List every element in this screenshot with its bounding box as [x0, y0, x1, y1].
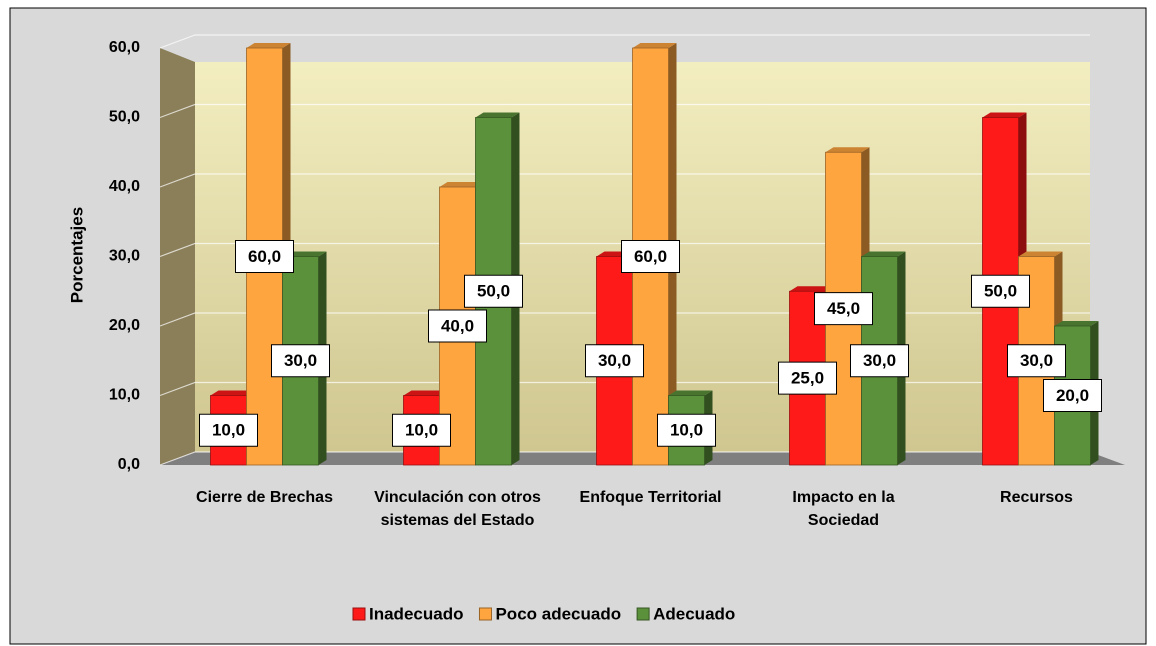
y-tick-label: 40,0 [109, 178, 140, 195]
legend-swatch [352, 607, 366, 621]
data-label-box [778, 361, 837, 395]
grid-line [159, 103, 1090, 119]
bar-top [789, 286, 834, 292]
y-tick-label: 10,0 [109, 387, 140, 404]
data-label-box [1007, 344, 1066, 378]
x-tick-label: Cierre de Brechas [196, 489, 333, 506]
grid-line [159, 173, 1090, 188]
data-label-box [271, 344, 330, 378]
data-label: 30,0 [598, 351, 631, 370]
data-label: 10,0 [405, 421, 438, 440]
grid-line [159, 242, 1090, 258]
legend-swatch [636, 607, 650, 621]
bar-top [632, 43, 677, 48]
data-label: 50,0 [477, 282, 510, 301]
data-label: 25,0 [791, 369, 824, 388]
legend-swatch [478, 607, 492, 621]
data-label: 30,0 [284, 351, 317, 370]
bar-top [825, 147, 870, 153]
data-label: 20,0 [1056, 386, 1089, 405]
legend-label: Inadecuado [369, 604, 463, 623]
data-label: 10,0 [670, 421, 703, 440]
bar-top [475, 112, 520, 118]
data-label: 60,0 [634, 247, 667, 266]
side-wall [160, 48, 195, 465]
bar-top [210, 390, 255, 396]
data-label-box [199, 413, 258, 447]
x-tick-label: Enfoque Territorial [579, 489, 722, 506]
data-label-box [1043, 379, 1102, 412]
data-label-box [392, 413, 451, 447]
data-label: 30,0 [1020, 351, 1053, 370]
data-label: 40,0 [441, 316, 474, 335]
data-label-box [850, 344, 909, 378]
y-tick-label: 50,0 [109, 109, 140, 126]
data-label: 10,0 [212, 421, 245, 440]
data-label-box [971, 274, 1030, 308]
data-label-box [585, 344, 644, 378]
data-label-box [814, 292, 873, 326]
bar-top [1054, 321, 1099, 326]
data-label-box [621, 240, 680, 273]
x-tick-label: Impacto en la Sociedad [792, 489, 895, 529]
y-tick-label: 20,0 [109, 317, 140, 334]
data-label: 50,0 [984, 282, 1017, 301]
bar-top [861, 251, 906, 257]
legend-label: Poco adecuado [495, 604, 621, 623]
legend-label: Adecuado [653, 604, 735, 623]
data-label: 30,0 [863, 351, 896, 370]
bar-top [1018, 251, 1063, 257]
data-label-box [428, 309, 487, 343]
data-label-box [235, 240, 294, 273]
bar-top [668, 390, 713, 396]
bar-top [982, 112, 1027, 118]
bar-top [439, 182, 484, 187]
y-axis-title: Porcentajes [67, 207, 86, 303]
data-label: 45,0 [827, 299, 860, 318]
data-label-box [464, 274, 523, 308]
y-tick-label: 30,0 [109, 248, 140, 265]
x-tick-label: Recursos [1000, 489, 1073, 506]
data-label: 60,0 [248, 247, 281, 266]
bar-top [403, 390, 448, 396]
y-tick-label: 0,0 [118, 456, 140, 473]
y-tick-label: 60,0 [109, 39, 140, 56]
x-tick-label: Vinculación con otros sistemas del Estad… [374, 489, 541, 529]
data-label-box [657, 413, 716, 447]
bar-top [246, 43, 291, 48]
grid-line [159, 34, 1090, 49]
